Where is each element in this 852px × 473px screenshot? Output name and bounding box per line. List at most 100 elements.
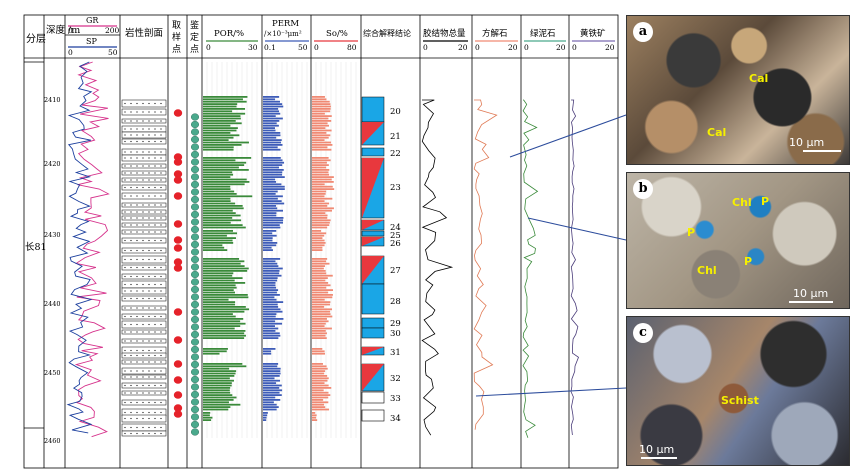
lithology-bed [121, 374, 167, 380]
lithology-bed [121, 320, 167, 329]
lithology-dot [148, 249, 150, 252]
lithology-dot [142, 111, 144, 113]
photo-b-scalebar [789, 301, 833, 303]
por-bar [203, 242, 234, 244]
identification-point [190, 233, 199, 241]
por-bar [203, 217, 233, 219]
por-bar [203, 419, 212, 421]
perm-bar [263, 279, 278, 282]
perm-bar [263, 221, 284, 224]
lithology-dot [142, 426, 144, 429]
lithology-dot [142, 224, 144, 226]
lithology-dot [154, 290, 156, 292]
lithology-dot [124, 376, 126, 378]
interpretation-number: 21 [390, 132, 401, 142]
lithology-dot [154, 151, 156, 153]
perm-bar [263, 197, 278, 200]
perm-bar [263, 127, 275, 129]
perm-bar [263, 181, 277, 183]
sample-point [173, 244, 183, 252]
lithology-dot [154, 361, 156, 363]
header-sample-2: 样 [172, 31, 181, 43]
lithology-dot [148, 401, 150, 404]
sample-point [173, 264, 183, 272]
lithology-dot [136, 102, 138, 105]
por-bar [203, 298, 229, 301]
lithology-dot [130, 151, 132, 153]
perm-bar [263, 322, 283, 325]
interpretation-number: 26 [390, 239, 401, 249]
perm-bar [263, 318, 284, 320]
lithology-dot [130, 283, 132, 286]
por-bar [203, 230, 233, 232]
lithology-dot [154, 266, 156, 269]
lithology-dot [154, 417, 156, 420]
lithology-dot [148, 323, 150, 326]
so-bar [312, 414, 317, 417]
por-bar [203, 239, 233, 242]
perm-bar [263, 377, 275, 380]
lithology-dot [124, 340, 126, 342]
depth-ticks: 2410 2420 2430 2440 2450 2460 [44, 96, 61, 445]
lithology-dot [124, 111, 126, 113]
lithology-dot [136, 179, 138, 181]
lithology-dot [148, 266, 150, 269]
perm-bar [263, 370, 281, 372]
identification-point [190, 323, 199, 331]
so-bar [312, 298, 325, 301]
so-bar [312, 318, 327, 320]
lithology-bed [121, 414, 167, 423]
perm-bar [263, 282, 276, 284]
lithology-dot [130, 307, 132, 309]
perm-bar [263, 214, 277, 217]
por-bar [203, 284, 236, 287]
lithology-bed [121, 148, 167, 156]
por-bar [203, 379, 234, 382]
lithology-dot [160, 204, 162, 206]
lithology-dot [160, 266, 162, 269]
lithology-dot [136, 297, 138, 300]
lithology-dot [160, 217, 162, 219]
lithology-dot [136, 195, 138, 197]
lithology-dot [130, 102, 132, 105]
identification-point [190, 390, 199, 399]
lithology-dot [142, 411, 144, 414]
header-calcite-min: 0 [475, 43, 480, 52]
perm-bar [263, 185, 285, 188]
lithology-bed [121, 222, 167, 228]
por-bar [203, 258, 240, 260]
lithology-dot [124, 102, 126, 105]
lithology-bed [121, 229, 167, 235]
lithology-dot [130, 239, 132, 242]
lithology-dot [142, 134, 144, 136]
lithology-dot [124, 432, 126, 435]
lithology-bed [121, 367, 167, 375]
por-bar [203, 166, 239, 169]
column-frame [23, 14, 619, 469]
lithology-dot [154, 172, 156, 174]
por-bar [203, 188, 231, 190]
depth-tick-2450: 2450 [44, 369, 61, 377]
header-pyrite-min: 0 [572, 43, 577, 52]
lithology-dot [124, 186, 126, 189]
por-bar [203, 406, 231, 408]
lithology-dot [160, 172, 162, 174]
so-bar [312, 183, 325, 186]
photo-a-label-1: Cal [749, 72, 769, 85]
por-bar [203, 265, 245, 267]
so-bar [312, 98, 327, 101]
por-bar [203, 403, 241, 406]
header-perm-min: 0.1 [264, 43, 276, 52]
lithology-dot [136, 231, 138, 233]
lithology-dot [142, 315, 144, 318]
por-bar [203, 122, 242, 125]
identification-point [190, 375, 199, 384]
lithology-dot [148, 140, 150, 143]
so-bar [312, 171, 329, 174]
por-bar [203, 169, 249, 171]
lithology-dot [130, 204, 132, 206]
so-bar [312, 289, 334, 291]
lithology-dot [130, 370, 132, 372]
por-bar [203, 370, 237, 372]
lithology-dot [130, 384, 132, 387]
